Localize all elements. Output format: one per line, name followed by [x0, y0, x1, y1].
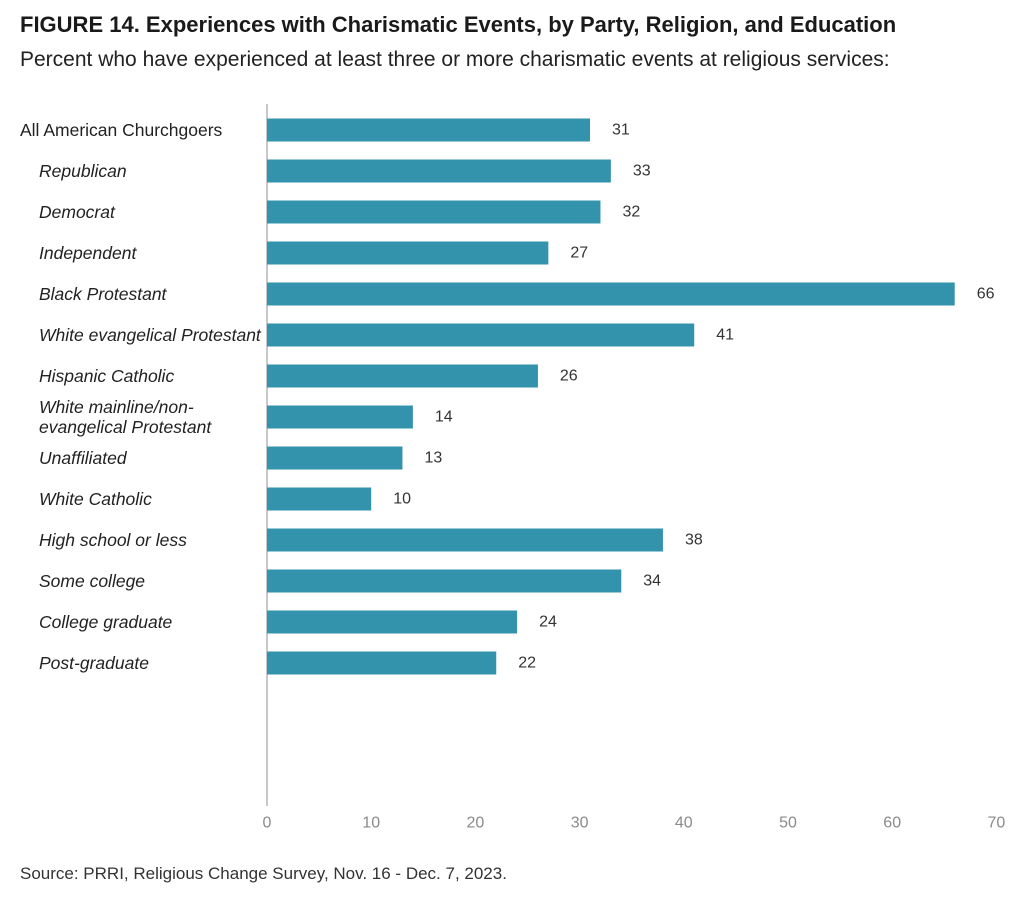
bar — [267, 569, 622, 593]
data-label: 34 — [643, 573, 661, 590]
category-label: High school or less — [39, 530, 187, 550]
x-tick-label: 20 — [467, 815, 485, 832]
x-tick-label: 0 — [263, 815, 272, 832]
x-tick-label: 60 — [883, 815, 901, 832]
category-label: White evangelical Protestant — [39, 325, 262, 345]
data-label: 33 — [633, 163, 651, 180]
data-label: 31 — [612, 122, 630, 139]
category-label: Republican — [39, 161, 127, 181]
x-tick-label: 10 — [362, 815, 380, 832]
bar — [267, 282, 955, 306]
x-tick-label: 30 — [571, 815, 589, 832]
data-label: 14 — [435, 409, 453, 426]
data-label: 27 — [570, 245, 588, 262]
chart-title: FIGURE 14. Experiences with Charismatic … — [20, 12, 897, 37]
category-label: Hispanic Catholic — [39, 366, 174, 386]
category-label: White Catholic — [39, 489, 152, 509]
bar — [267, 200, 601, 224]
bar — [267, 610, 518, 634]
data-label: 26 — [560, 368, 578, 385]
category-label: Independent — [39, 243, 137, 263]
category-label: Black Protestant — [39, 284, 168, 304]
bar — [267, 323, 695, 347]
x-tick-label: 40 — [675, 815, 693, 832]
x-tick-label: 70 — [988, 815, 1006, 832]
category-label: Some college — [39, 571, 145, 591]
category-label: Post-graduate — [39, 653, 149, 673]
bar — [267, 651, 497, 675]
data-label: 41 — [716, 327, 734, 344]
data-label: 24 — [539, 614, 557, 631]
bar — [267, 159, 611, 183]
bar — [267, 241, 549, 265]
bar — [267, 405, 413, 429]
category-label: College graduate — [39, 612, 173, 632]
category-label: Democrat — [39, 202, 116, 222]
bar — [267, 487, 372, 511]
bar — [267, 364, 538, 388]
category-label: All American Churchgoers — [20, 120, 223, 140]
bar — [267, 118, 591, 142]
data-label: 13 — [424, 450, 442, 467]
x-tick-label: 50 — [779, 815, 797, 832]
data-label: 38 — [685, 532, 703, 549]
data-label: 10 — [393, 491, 411, 508]
bar — [267, 446, 403, 470]
chart-subtitle: Percent who have experienced at least th… — [20, 48, 890, 71]
bar — [267, 528, 663, 552]
data-label: 32 — [622, 204, 640, 221]
data-label: 66 — [977, 286, 995, 303]
category-label: White mainline/non-evangelical Protestan… — [39, 397, 212, 437]
source-note: Source: PRRI, Religious Change Survey, N… — [20, 864, 507, 883]
data-label: 22 — [518, 655, 536, 672]
category-label: Unaffiliated — [39, 448, 128, 468]
